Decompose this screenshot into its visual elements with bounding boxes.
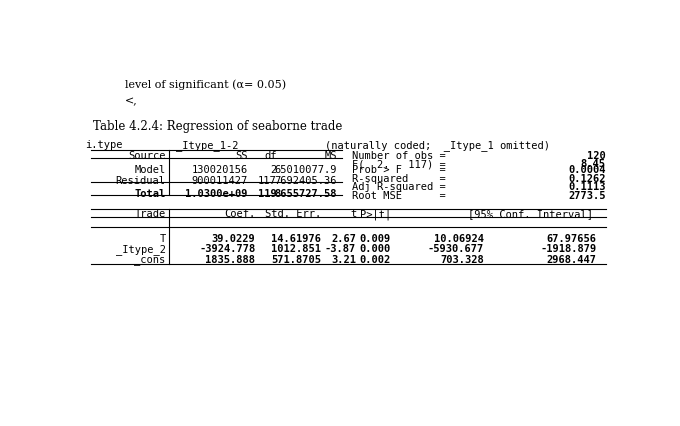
Text: Model: Model bbox=[135, 165, 166, 175]
Text: level of significant (α= 0.05): level of significant (α= 0.05) bbox=[125, 80, 286, 90]
Text: Number of obs =: Number of obs = bbox=[352, 150, 446, 160]
Text: 119: 119 bbox=[258, 189, 277, 199]
Text: SS: SS bbox=[235, 150, 248, 160]
Text: 3.21: 3.21 bbox=[331, 254, 356, 264]
Text: 39.0229: 39.0229 bbox=[211, 233, 256, 243]
Text: 130020156: 130020156 bbox=[192, 165, 248, 175]
Text: Table 4.2.4: Regression of seaborne trade: Table 4.2.4: Regression of seaborne trad… bbox=[92, 119, 342, 132]
Text: 0.1262: 0.1262 bbox=[568, 173, 606, 183]
Text: 900011427: 900011427 bbox=[192, 176, 248, 186]
Text: 0.009: 0.009 bbox=[360, 233, 391, 243]
Text: [95% Conf. Interval]: [95% Conf. Interval] bbox=[468, 209, 593, 219]
Text: <,: <, bbox=[125, 96, 138, 106]
Text: 0.000: 0.000 bbox=[360, 243, 391, 253]
Text: 14.61976: 14.61976 bbox=[271, 233, 322, 243]
Text: MS: MS bbox=[324, 150, 337, 160]
Text: -3.87: -3.87 bbox=[325, 243, 356, 253]
Text: i.type: i.type bbox=[85, 139, 122, 150]
Text: 703.328: 703.328 bbox=[441, 254, 484, 264]
Text: R-squared     =: R-squared = bbox=[352, 173, 446, 183]
Text: 571.8705: 571.8705 bbox=[271, 254, 322, 264]
Text: 8.45: 8.45 bbox=[581, 158, 606, 169]
Text: (naturally coded;  _Itype_1 omitted): (naturally coded; _Itype_1 omitted) bbox=[325, 139, 550, 150]
Text: df: df bbox=[264, 150, 277, 160]
Text: Coef.: Coef. bbox=[224, 209, 256, 219]
Text: t: t bbox=[350, 209, 356, 219]
Text: 2773.5: 2773.5 bbox=[568, 190, 606, 200]
Text: -3924.778: -3924.778 bbox=[199, 243, 256, 253]
Text: Trade: Trade bbox=[135, 209, 166, 219]
Text: F(  2,   117) =: F( 2, 117) = bbox=[352, 158, 446, 169]
Text: 1.0300e+09: 1.0300e+09 bbox=[185, 189, 248, 199]
Text: -1918.879: -1918.879 bbox=[540, 243, 596, 253]
Text: Adj R-squared =: Adj R-squared = bbox=[352, 182, 446, 192]
Text: 7692405.36: 7692405.36 bbox=[274, 176, 337, 186]
Text: 0.1113: 0.1113 bbox=[568, 182, 606, 192]
Text: 65010077.9: 65010077.9 bbox=[274, 165, 337, 175]
Text: 0.002: 0.002 bbox=[360, 254, 391, 264]
Text: 2: 2 bbox=[270, 165, 277, 175]
Text: P>|t|: P>|t| bbox=[360, 209, 391, 219]
Text: 0.0004: 0.0004 bbox=[568, 165, 606, 175]
Text: Total: Total bbox=[135, 189, 166, 199]
Text: 120: 120 bbox=[587, 150, 606, 160]
Text: 2968.447: 2968.447 bbox=[547, 254, 596, 264]
Text: 1012.851: 1012.851 bbox=[271, 243, 322, 253]
Text: _Itype_2: _Itype_2 bbox=[116, 243, 166, 254]
Text: Std. Err.: Std. Err. bbox=[265, 209, 322, 219]
Text: T: T bbox=[159, 233, 166, 243]
Text: Source: Source bbox=[128, 150, 166, 160]
Text: _Itype_1-2: _Itype_1-2 bbox=[176, 139, 239, 150]
Text: Prob > F      =: Prob > F = bbox=[352, 165, 446, 175]
Text: Root MSE      =: Root MSE = bbox=[352, 190, 446, 200]
Text: 2.67: 2.67 bbox=[331, 233, 356, 243]
Text: 10.06924: 10.06924 bbox=[434, 233, 484, 243]
Text: 117: 117 bbox=[258, 176, 277, 186]
Text: Residual: Residual bbox=[116, 176, 166, 186]
Text: -5930.677: -5930.677 bbox=[428, 243, 484, 253]
Text: _cons: _cons bbox=[135, 254, 166, 264]
Text: 67.97656: 67.97656 bbox=[547, 233, 596, 243]
Text: 1835.888: 1835.888 bbox=[205, 254, 256, 264]
Text: 8655727.58: 8655727.58 bbox=[274, 189, 337, 199]
